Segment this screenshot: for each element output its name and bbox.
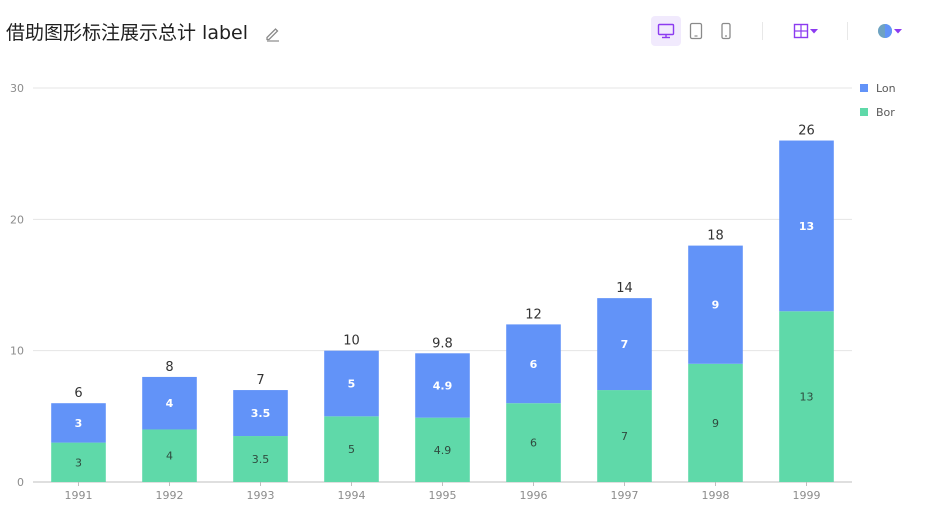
theme-menu-button[interactable]: [872, 16, 908, 46]
bar-lon-1991[interactable]: [51, 403, 106, 443]
bar-lon-1994[interactable]: [324, 350, 379, 417]
mobile-view-button[interactable]: [711, 16, 741, 46]
bar-bor-1996[interactable]: [506, 403, 561, 482]
total-label: 8: [165, 360, 173, 375]
chevron-down-icon: [810, 29, 818, 34]
bar-bor-1997[interactable]: [597, 390, 652, 482]
y-tick-label: 0: [17, 476, 24, 489]
bar-value-label: 9: [712, 417, 719, 430]
bar-value-label: 6: [530, 437, 537, 450]
bar-value-label: 5: [348, 443, 355, 456]
bar-bor-1991[interactable]: [51, 442, 106, 482]
bar-value-label: 3: [75, 417, 83, 430]
theme-icon: [878, 24, 892, 38]
x-tick-label: 1996: [520, 489, 548, 502]
bar-value-label: 7: [621, 430, 628, 443]
bar-value-label: 13: [799, 220, 814, 233]
total-label: 12: [525, 307, 542, 322]
bar-value-label: 6: [530, 358, 538, 371]
bar-lon-1999[interactable]: [779, 140, 834, 312]
bar-bor-1999[interactable]: [779, 311, 834, 482]
bar-value-label: 7: [621, 338, 629, 351]
desktop-icon: [657, 23, 675, 39]
bar-lon-1992[interactable]: [142, 376, 197, 430]
legend-label-bor[interactable]: Bor: [876, 106, 895, 119]
total-label: 18: [707, 229, 724, 244]
bar-value-label: 4.9: [434, 444, 452, 457]
legend-marker-bor[interactable]: [860, 108, 868, 116]
tablet-icon: [689, 22, 703, 40]
bar-lon-1997[interactable]: [597, 298, 652, 391]
toolbar: 借助图形标注展示总计 label: [0, 0, 934, 64]
bar-lon-1995[interactable]: [415, 353, 470, 418]
layout-menu-button[interactable]: [788, 16, 824, 46]
tablet-view-button[interactable]: [681, 16, 711, 46]
toolbar-divider: [762, 22, 763, 40]
legend: Lon Bor: [860, 82, 896, 119]
total-label: 14: [616, 281, 633, 296]
bar-lon-1993[interactable]: [233, 390, 288, 437]
x-tick-label: 1995: [429, 489, 457, 502]
legend-label-lon[interactable]: Lon: [876, 82, 896, 95]
x-tick-label: 1998: [702, 489, 730, 502]
chevron-down-icon: [894, 29, 902, 34]
bar-value-label: 4.9: [433, 379, 453, 392]
total-label: 10: [343, 334, 360, 349]
y-tick-label: 20: [10, 213, 24, 226]
bar-value-label: 5: [348, 378, 356, 391]
bar-bor-1994[interactable]: [324, 416, 379, 482]
desktop-view-button[interactable]: [651, 16, 681, 46]
bar-value-label: 3: [75, 456, 82, 469]
data-labels: 3 3 6 4 4 8 3.5 3.5 7 5 5 10 4.9 4.9 9.8 6 6 12 7 7 14 9 9 18 13…: [74, 124, 814, 470]
bar-bor-1993[interactable]: [233, 436, 288, 482]
x-axis: 1991 1992 1993 1994 1995 1996 1997 1998 1999: [65, 482, 821, 502]
y-tick-label: 30: [10, 82, 24, 95]
y-axis: 0 10 20 30: [10, 82, 24, 489]
bar-value-label: 4: [166, 397, 174, 410]
bar-bor-1995[interactable]: [415, 417, 470, 482]
bar-value-label: 3.5: [251, 407, 271, 420]
x-tick-label: 1997: [611, 489, 639, 502]
total-label: 26: [798, 124, 815, 139]
x-tick-label: 1993: [247, 489, 275, 502]
bar-value-label: 13: [800, 391, 814, 404]
toolbar-divider: [847, 22, 848, 40]
mobile-icon: [721, 22, 731, 40]
bar-bor-1998[interactable]: [688, 363, 743, 482]
x-tick-label: 1992: [156, 489, 184, 502]
x-tick-label: 1994: [338, 489, 366, 502]
bar-bor-1992[interactable]: [142, 429, 197, 482]
x-tick-label: 1999: [793, 489, 821, 502]
legend-marker-lon[interactable]: [860, 84, 868, 92]
bar-value-label: 4: [166, 450, 173, 463]
layout-icon: [793, 23, 809, 39]
page-title: 借助图形标注展示总计 label: [6, 22, 248, 44]
total-label: 9.8: [432, 336, 453, 351]
bars: [51, 140, 834, 482]
bar-lon-1996[interactable]: [506, 324, 561, 404]
total-label: 7: [256, 373, 264, 388]
x-tick-label: 1991: [65, 489, 93, 502]
bar-value-label: 3.5: [252, 453, 270, 466]
y-tick-label: 10: [10, 345, 24, 358]
bar-value-label: 9: [712, 299, 720, 312]
bar-lon-1998[interactable]: [688, 245, 743, 364]
total-label: 6: [74, 386, 82, 401]
edit-icon[interactable]: [264, 24, 282, 42]
